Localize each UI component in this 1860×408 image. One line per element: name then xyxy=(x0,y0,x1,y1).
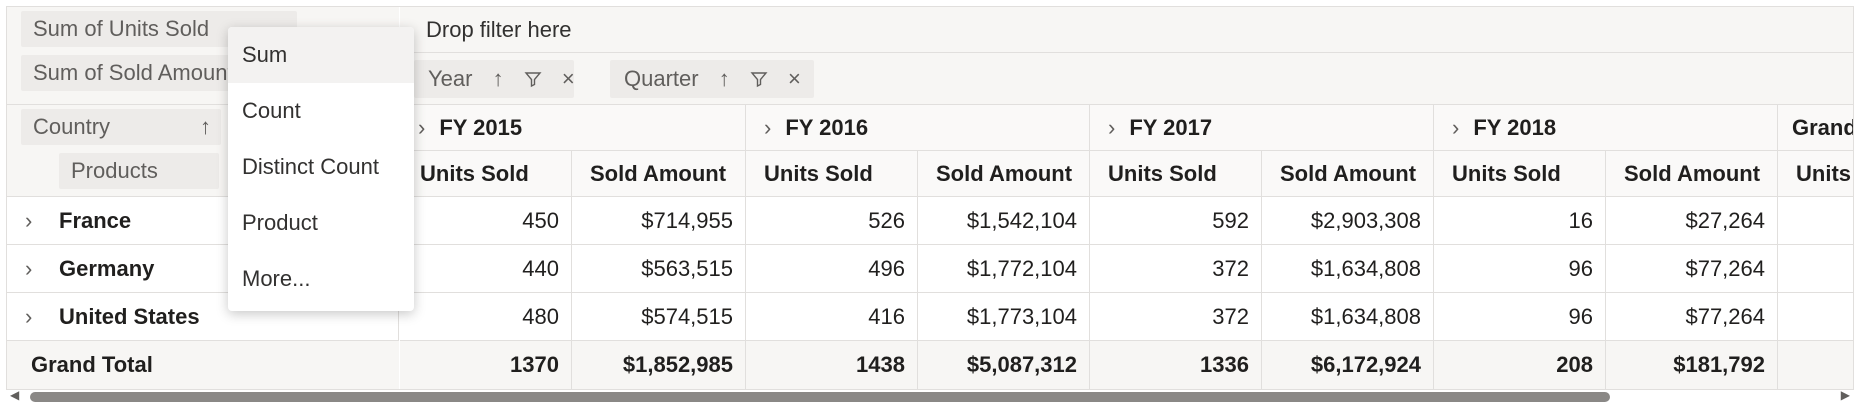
year-header-fy2017[interactable]: › FY 2017 xyxy=(1090,105,1434,151)
total-cell[interactable]: $5,087,312 xyxy=(918,341,1090,389)
remove-icon[interactable]: × xyxy=(787,66,801,91)
value-cell[interactable]: $27,264 xyxy=(1606,197,1778,245)
grand-total-row: 1370 $1,852,985 1438 $5,087,312 1336 $6,… xyxy=(400,341,1853,389)
value-cell[interactable]: 496 xyxy=(746,245,918,293)
scrollbar-thumb[interactable] xyxy=(30,392,1610,402)
row-label: Grand Total xyxy=(31,352,153,377)
value-cell[interactable]: $1,542,104 xyxy=(918,197,1090,245)
measure-header[interactable]: Sold Amount xyxy=(1262,151,1434,197)
measure-header[interactable]: Units S xyxy=(1796,161,1853,186)
expand-chevron-icon[interactable]: › xyxy=(1108,115,1116,140)
value-cell[interactable]: 372 xyxy=(1090,293,1262,341)
scroll-left-icon[interactable]: ◀ xyxy=(10,388,20,402)
pivot-table: Sum of Units Sold Sum of Sold Amount Cou… xyxy=(6,6,1854,390)
value-cell[interactable]: 16 xyxy=(1434,197,1606,245)
row-field-products[interactable]: Products xyxy=(59,153,219,189)
total-cell[interactable]: 1370 xyxy=(400,341,572,389)
filter-icon[interactable] xyxy=(750,66,774,91)
sort-ascending-icon[interactable]: ↑ xyxy=(492,66,504,91)
year-label: FY 2016 xyxy=(785,115,869,140)
value-cell[interactable]: $77,264 xyxy=(1606,245,1778,293)
year-header-grand-total: Grand xyxy=(1792,115,1854,140)
year-label: FY 2015 xyxy=(439,115,523,140)
measure-header[interactable]: Units Sold xyxy=(746,151,918,197)
value-cell[interactable]: $1,773,104 xyxy=(918,293,1090,341)
row-field-country-label: Country xyxy=(33,114,111,139)
value-cell[interactable]: 592 xyxy=(1090,197,1262,245)
measure-header[interactable]: Units Sold xyxy=(1090,151,1262,197)
menu-item-sum[interactable]: Sum xyxy=(228,27,414,83)
value-cell[interactable]: $714,955 xyxy=(572,197,746,245)
table-row: 480 $574,515 416 $1,773,104 372 $1,634,8… xyxy=(400,293,1853,341)
measure-header[interactable]: Sold Amount xyxy=(918,151,1090,197)
table-row: 450 $714,955 526 $1,542,104 592 $2,903,3… xyxy=(400,197,1853,245)
value-cell[interactable]: 416 xyxy=(746,293,918,341)
expand-chevron-icon[interactable]: › xyxy=(25,256,33,281)
column-field-year[interactable]: Year ↑ × xyxy=(414,60,575,98)
value-cell[interactable]: $2,903,308 xyxy=(1262,197,1434,245)
menu-item-count[interactable]: Count xyxy=(242,98,301,123)
value-cell[interactable]: 96 xyxy=(1434,293,1606,341)
filter-placeholder: Drop filter here xyxy=(426,17,572,42)
value-cell[interactable]: 440 xyxy=(400,245,572,293)
value-cell[interactable]: 526 xyxy=(746,197,918,245)
menu-item-product[interactable]: Product xyxy=(242,210,318,235)
sort-ascending-icon[interactable]: ↑ xyxy=(200,114,211,139)
value-cell[interactable]: $563,515 xyxy=(572,245,746,293)
measure-header-row: Units Sold Sold Amount Units Sold Sold A… xyxy=(400,151,1853,197)
sort-ascending-icon[interactable]: ↑ xyxy=(718,66,730,91)
year-header-fy2015[interactable]: › FY 2015 xyxy=(400,105,746,151)
year-header-row: › FY 2015 › FY 2016 › FY 2017 › FY 2018 Gran… xyxy=(400,105,1854,151)
total-cell[interactable]: 1336 xyxy=(1090,341,1262,389)
column-field-label: Quarter xyxy=(624,66,699,91)
scroll-right-icon[interactable]: ▶ xyxy=(1840,388,1850,402)
year-label: FY 2018 xyxy=(1473,115,1557,140)
measure-header[interactable]: Units Sold xyxy=(400,151,572,197)
row-label: United States xyxy=(59,304,200,329)
expand-chevron-icon[interactable]: › xyxy=(25,208,33,233)
total-cell[interactable]: $181,792 xyxy=(1606,341,1778,389)
value-cell[interactable]: $77,264 xyxy=(1606,293,1778,341)
year-label: FY 2017 xyxy=(1129,115,1213,140)
expand-chevron-icon[interactable]: › xyxy=(418,115,426,140)
total-cell[interactable]: $1,852,985 xyxy=(572,341,746,389)
total-cell[interactable]: 208 xyxy=(1434,341,1606,389)
total-cell[interactable]: 1438 xyxy=(746,341,918,389)
expand-chevron-icon[interactable]: › xyxy=(25,304,33,329)
menu-item-more[interactable]: More... xyxy=(242,266,311,291)
value-cell[interactable]: $1,634,808 xyxy=(1262,245,1434,293)
expand-chevron-icon[interactable]: › xyxy=(1452,115,1460,140)
row-header-grand-total: Grand Total xyxy=(7,341,399,389)
row-header-united-states: › United States xyxy=(7,293,399,341)
value-cell[interactable]: $1,772,104 xyxy=(918,245,1090,293)
measure-header[interactable]: Sold Amount xyxy=(572,151,746,197)
value-cell[interactable]: 450 xyxy=(400,197,572,245)
filter-icon[interactable] xyxy=(524,66,548,91)
column-field-label: Year xyxy=(428,66,473,91)
value-cell[interactable]: 372 xyxy=(1090,245,1262,293)
filter-drop-area[interactable]: Drop filter here xyxy=(400,7,1853,53)
columns-field-area: Year ↑ × Quarter ↑ × xyxy=(400,53,1853,105)
menu-item-distinct-count[interactable]: Distinct Count xyxy=(242,154,379,179)
row-header-germany: › Germany xyxy=(7,245,399,293)
column-field-quarter[interactable]: Quarter ↑ × xyxy=(610,60,814,98)
value-cell[interactable]: 96 xyxy=(1434,245,1606,293)
measure-header[interactable]: Units Sold xyxy=(1434,151,1606,197)
row-field-country[interactable]: Country ↑ xyxy=(21,109,221,145)
row-label: France xyxy=(59,208,132,233)
aggregation-menu: Sum Count Distinct Count Product More... xyxy=(228,27,414,311)
value-cell[interactable]: $574,515 xyxy=(572,293,746,341)
year-header-fy2016[interactable]: › FY 2016 xyxy=(746,105,1090,151)
horizontal-scrollbar[interactable]: ◀ ▶ xyxy=(6,388,1854,404)
total-cell[interactable]: $6,172,924 xyxy=(1262,341,1434,389)
row-label: Germany xyxy=(59,256,155,281)
year-header-fy2018[interactable]: › FY 2018 xyxy=(1434,105,1778,151)
value-cell[interactable]: 480 xyxy=(400,293,572,341)
measure-header[interactable]: Sold Amount xyxy=(1606,151,1778,197)
remove-icon[interactable]: × xyxy=(561,66,575,91)
row-header-france: › France xyxy=(7,197,399,245)
table-row: 440 $563,515 496 $1,772,104 372 $1,634,8… xyxy=(400,245,1853,293)
expand-chevron-icon[interactable]: › xyxy=(764,115,772,140)
value-cell[interactable]: $1,634,808 xyxy=(1262,293,1434,341)
